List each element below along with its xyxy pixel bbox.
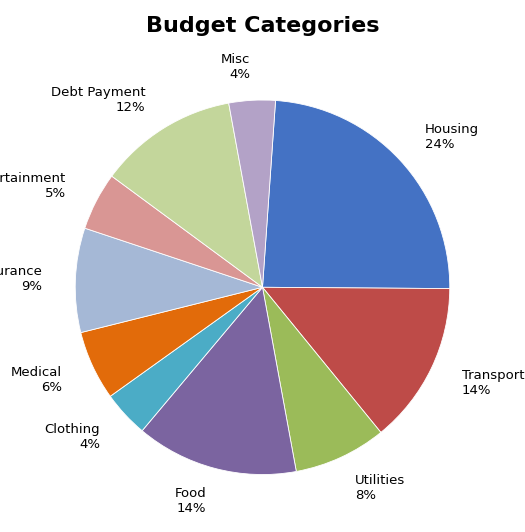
Text: Housing
24%: Housing 24% <box>425 123 479 151</box>
Text: Utilities
8%: Utilities 8% <box>355 474 405 502</box>
Text: Transportation
14%: Transportation 14% <box>462 369 525 397</box>
Wedge shape <box>262 101 450 288</box>
Text: Food
14%: Food 14% <box>174 487 206 515</box>
Text: Entertainment
5%: Entertainment 5% <box>0 172 66 200</box>
Text: Medical
6%: Medical 6% <box>11 366 62 394</box>
Text: Misc
4%: Misc 4% <box>221 53 250 81</box>
Wedge shape <box>112 103 262 287</box>
Text: Clothing
4%: Clothing 4% <box>45 423 100 452</box>
Text: Savings/Insurance
9%: Savings/Insurance 9% <box>0 265 41 293</box>
Text: Debt Payment
12%: Debt Payment 12% <box>51 86 145 114</box>
Wedge shape <box>262 287 450 433</box>
Wedge shape <box>75 228 262 332</box>
Wedge shape <box>262 287 381 471</box>
Wedge shape <box>229 100 276 287</box>
Wedge shape <box>110 287 262 431</box>
Wedge shape <box>85 176 262 287</box>
Wedge shape <box>142 287 296 475</box>
Wedge shape <box>81 287 262 396</box>
Title: Budget Categories: Budget Categories <box>146 16 379 36</box>
